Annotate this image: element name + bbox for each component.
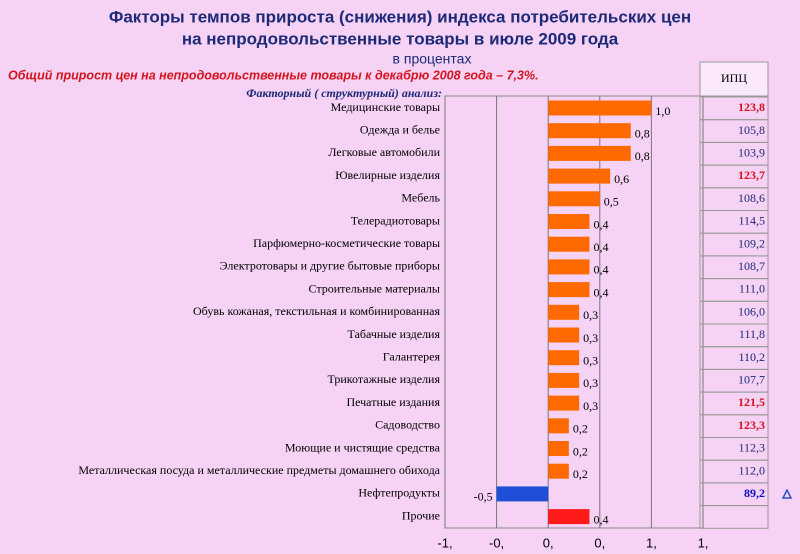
category-label: Строительные материалы bbox=[308, 281, 440, 295]
x-tick-label: -0, bbox=[489, 535, 504, 550]
value-label: 0,8 bbox=[635, 149, 650, 163]
cpi-value: 105,8 bbox=[738, 123, 765, 137]
title-line: Факторы темпов прироста (снижения) индек… bbox=[109, 7, 691, 26]
category-label: Парфюмерно-косметические товары bbox=[253, 236, 440, 250]
category-label: Моющие и чистящие средства bbox=[285, 440, 441, 454]
value-label: 0,5 bbox=[604, 195, 619, 209]
cpi-value: 111,8 bbox=[739, 327, 765, 341]
category-label: Металлическая посуда и металлические пре… bbox=[78, 463, 440, 477]
value-label: 0,4 bbox=[593, 285, 608, 299]
bar bbox=[548, 259, 590, 275]
table-header-cell bbox=[699, 61, 769, 97]
cpi-value: 89,2 bbox=[744, 486, 765, 500]
value-label: 0,3 bbox=[583, 399, 598, 413]
value-label: 0,3 bbox=[583, 308, 598, 322]
value-label: 1,0 bbox=[655, 104, 670, 118]
category-label: Печатные издания bbox=[346, 395, 440, 409]
category-label: Садоводство bbox=[375, 418, 440, 432]
table-cell bbox=[699, 505, 769, 529]
category-label: Обувь кожаная, текстильная и комбинирова… bbox=[193, 304, 440, 318]
category-label: Галантерея bbox=[383, 349, 441, 363]
cpi-value: 103,9 bbox=[738, 146, 765, 160]
bar bbox=[548, 282, 590, 298]
value-label: -0,5 bbox=[474, 490, 493, 504]
title-line: на непродовольственные товары в июле 200… bbox=[182, 29, 619, 48]
x-tick-label: 1, bbox=[698, 535, 709, 550]
value-label: 0,3 bbox=[583, 376, 598, 390]
x-tick-label: 0, bbox=[543, 535, 554, 550]
cpi-value: 123,8 bbox=[738, 100, 765, 114]
x-tick-label: 1, bbox=[646, 535, 657, 550]
bar bbox=[548, 168, 611, 184]
cpi-value: 111,0 bbox=[739, 282, 765, 296]
value-label: 0,2 bbox=[573, 422, 588, 436]
cpi-value: 123,3 bbox=[738, 418, 765, 432]
bar bbox=[548, 145, 631, 161]
value-label: 0,3 bbox=[583, 353, 598, 367]
category-label: Нефтепродукты bbox=[358, 486, 440, 500]
cpi-value: 114,5 bbox=[738, 214, 765, 228]
bar bbox=[548, 441, 569, 456]
bar bbox=[548, 327, 580, 343]
cpi-value: 123,7 bbox=[738, 168, 765, 182]
category-label: Ювелирные изделия bbox=[335, 168, 440, 182]
x-tick-label: -1, bbox=[437, 535, 452, 550]
table-header: ИПЦ bbox=[721, 71, 747, 85]
category-label: Электротовары и другие бытовые приборы bbox=[220, 259, 440, 273]
value-label: 0,4 bbox=[593, 217, 608, 231]
bar bbox=[548, 236, 590, 252]
cpi-value: 121,5 bbox=[738, 395, 765, 409]
category-label: Табачные изделия bbox=[348, 327, 441, 341]
category-label: Мебель bbox=[401, 191, 440, 205]
cpi-value: 109,2 bbox=[738, 236, 765, 250]
bar bbox=[548, 350, 580, 366]
category-label: Легковые автомобили bbox=[328, 145, 440, 159]
category-label: Медицинские товары bbox=[331, 100, 440, 114]
value-label: 0,4 bbox=[593, 512, 608, 526]
cpi-value: 112,0 bbox=[738, 463, 765, 477]
cpi-value: 108,7 bbox=[738, 259, 765, 273]
bar bbox=[548, 372, 580, 388]
cpi-value: 106,0 bbox=[738, 304, 765, 318]
category-label: Прочие bbox=[402, 508, 440, 522]
analysis-label: Факторный ( структурный) анализ: bbox=[246, 86, 442, 100]
bar bbox=[548, 463, 569, 479]
category-label: Трикотажные изделия bbox=[328, 372, 441, 386]
bar bbox=[548, 395, 580, 411]
bar bbox=[548, 100, 652, 116]
x-tick-label: 0, bbox=[594, 535, 605, 550]
cpi-value: 112,3 bbox=[738, 441, 765, 455]
value-label: 0,2 bbox=[573, 444, 588, 458]
bar bbox=[548, 509, 590, 525]
value-label: 0,3 bbox=[583, 331, 598, 345]
cpi-value: 110,2 bbox=[738, 350, 765, 364]
bar bbox=[548, 418, 569, 434]
category-label: Одежда и белье bbox=[360, 122, 440, 136]
bar bbox=[548, 304, 580, 320]
bar bbox=[548, 214, 590, 229]
cpi-value: 107,7 bbox=[738, 373, 765, 387]
value-label: 0,4 bbox=[593, 263, 608, 277]
value-label: 0,2 bbox=[573, 467, 588, 481]
nav-icon[interactable] bbox=[781, 488, 793, 499]
bar bbox=[548, 123, 631, 139]
category-label: Телерадиотовары bbox=[351, 213, 440, 227]
bar bbox=[548, 191, 600, 207]
subtitle: в процентах bbox=[393, 51, 472, 67]
note: Общий прирост цен на непродовольственные… bbox=[8, 68, 539, 82]
value-label: 0,6 bbox=[614, 172, 629, 186]
value-label: 0,4 bbox=[593, 240, 608, 254]
bar bbox=[496, 486, 549, 502]
cpi-value: 108,6 bbox=[738, 191, 765, 205]
value-label: 0,8 bbox=[635, 126, 650, 140]
